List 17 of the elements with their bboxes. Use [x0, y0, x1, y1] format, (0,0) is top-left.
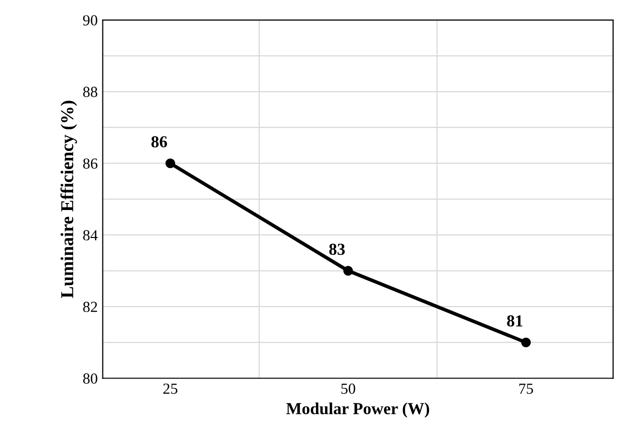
y-axis-title: Luminaire Efficiency (%) — [60, 100, 78, 298]
point — [521, 338, 531, 348]
y-tick-label: 88 — [83, 86, 98, 98]
data-label: 86 — [151, 136, 168, 148]
y-tick-label: 86 — [83, 158, 98, 169]
point — [165, 158, 176, 168]
x-tick-label: 75 — [519, 384, 534, 394]
x-tick-label: 50 — [341, 384, 356, 394]
data-label: 83 — [329, 244, 345, 255]
y-tick-label: 80 — [83, 373, 98, 384]
y-tick-label: 90 — [83, 15, 98, 26]
y-tick-label: 82 — [83, 302, 98, 312]
x-axis-title: Modular Power (W) — [286, 402, 430, 418]
y-tick-label: 84 — [83, 230, 98, 240]
x-tick-label: 25 — [163, 384, 178, 394]
point — [343, 266, 353, 276]
data-label: 81 — [507, 315, 522, 327]
